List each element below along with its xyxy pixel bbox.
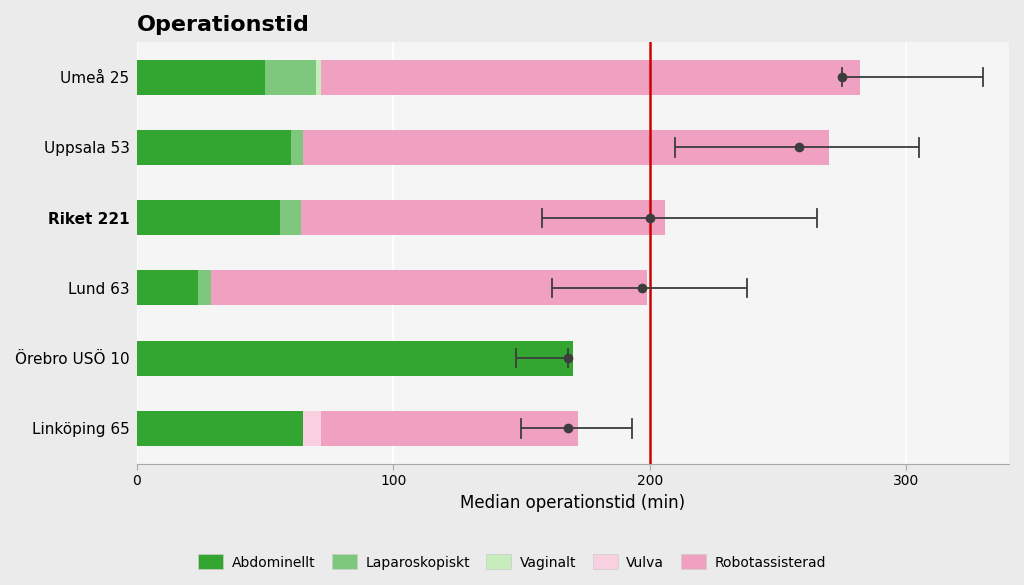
Bar (301, 200, 666, 235)
Bar (303, 411, 322, 446)
Bar (136, 60, 265, 95)
Bar (281, 200, 301, 235)
Bar (303, 130, 829, 165)
Bar (136, 270, 199, 305)
Bar (322, 60, 860, 95)
Bar (211, 270, 647, 305)
Bar (316, 60, 322, 95)
Bar (199, 270, 211, 305)
Bar (136, 130, 291, 165)
Bar (322, 411, 578, 446)
Bar (265, 60, 316, 95)
Text: Operationstid: Operationstid (136, 15, 309, 35)
X-axis label: Median operationstid (min): Median operationstid (min) (460, 494, 685, 511)
Legend: Abdominellt, Laparoskopiskt, Vaginalt, Vulva, Robotassisterad: Abdominellt, Laparoskopiskt, Vaginalt, V… (193, 549, 831, 575)
Bar (291, 130, 303, 165)
Bar (136, 200, 281, 235)
Bar (136, 411, 303, 446)
Bar (136, 340, 572, 376)
